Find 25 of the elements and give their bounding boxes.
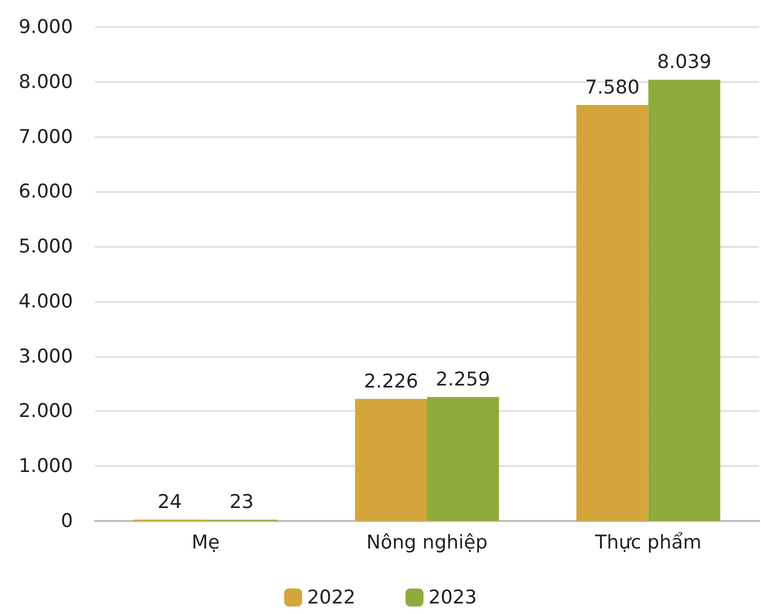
y-tick-label: 8.000 — [18, 70, 73, 93]
x-tick-label: Thực phẩm — [594, 532, 702, 554]
data-label: 2.226 — [364, 370, 418, 392]
y-tick-label: 5.000 — [18, 236, 73, 258]
y-tick-label: 4.000 — [18, 290, 73, 312]
x-tick-label: Nông nghiệp — [366, 532, 488, 554]
bar — [576, 104, 648, 521]
x-tick-label: Mẹ — [192, 532, 220, 554]
y-tick-label: 7.000 — [18, 126, 73, 148]
legend-label: 2023 — [428, 586, 477, 608]
y-tick-label: 1.000 — [18, 455, 73, 478]
y-tick-label: 0 — [60, 510, 73, 532]
y-tick-label: 2.000 — [18, 400, 73, 422]
data-label: 23 — [230, 491, 254, 514]
data-label: 8.039 — [657, 51, 712, 74]
bar — [355, 398, 427, 521]
y-tick-label: 3.000 — [18, 345, 73, 368]
bar — [648, 80, 720, 521]
data-label: 7.580 — [585, 76, 640, 98]
y-tick-label: 6.000 — [18, 180, 73, 203]
legend-label: 2022 — [307, 586, 356, 608]
bar — [427, 397, 499, 521]
data-label: 2.259 — [436, 368, 490, 391]
y-tick-label: 9.000 — [18, 16, 73, 38]
data-label: 24 — [158, 491, 182, 514]
